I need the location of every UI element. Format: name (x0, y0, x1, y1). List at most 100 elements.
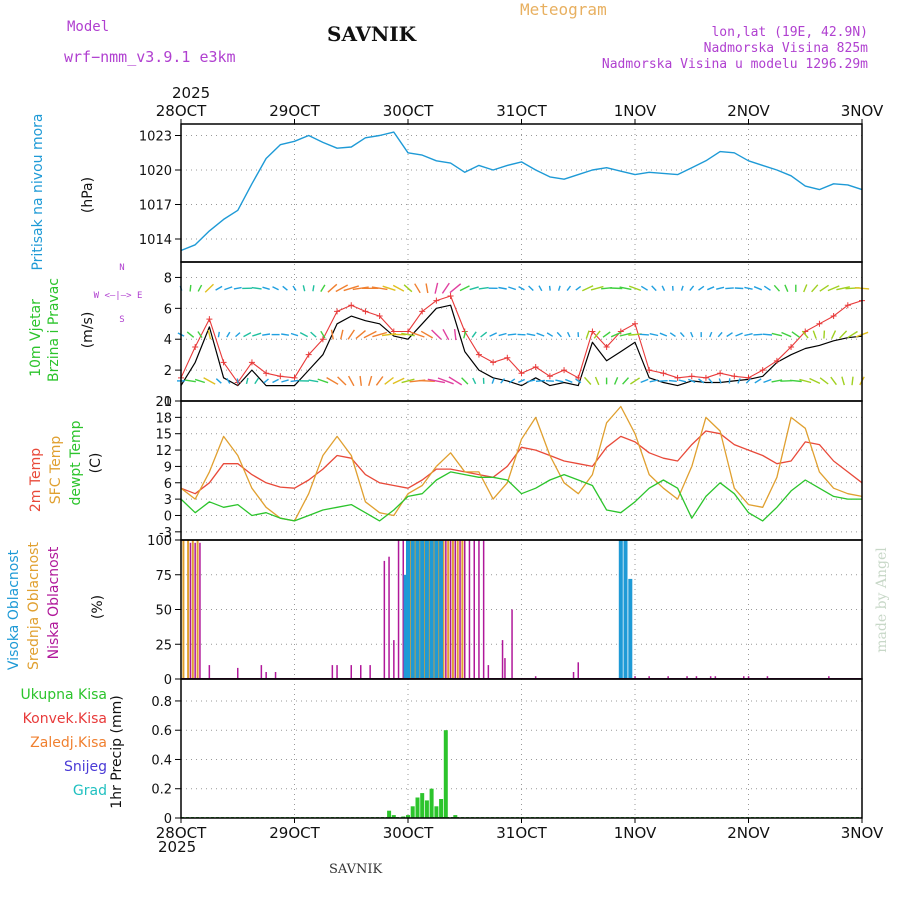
clouds-y-tick-label: 50 (155, 604, 172, 619)
cloud-bar-2 (648, 676, 650, 679)
wind-direction-arrow (217, 331, 220, 338)
wind-direction-arrow (431, 329, 442, 340)
cloud-bar-2 (189, 542, 192, 679)
cloud-bar-1 (187, 540, 190, 679)
wind-direction-arrow (461, 377, 469, 385)
wind-gust-marker (348, 302, 355, 309)
x-tick-label-bottom: 3NOV (841, 824, 884, 842)
wind-direction-arrow (555, 379, 564, 383)
cloud-bar-0 (628, 578, 633, 679)
wind-gust-marker (362, 308, 369, 315)
x-tick-label-bottom: 30OCT (383, 824, 434, 842)
cloud-bar-0 (618, 540, 623, 679)
wind-direction-arrow (235, 332, 241, 338)
model-elevation: Nadmorska Visina u modelu 1296.29m (601, 57, 868, 72)
temp-label-dewpt: dewpt Temp (68, 420, 84, 505)
cloud-bar-1 (191, 540, 194, 679)
temp-label-2m: 2m Temp (28, 448, 44, 512)
temperature-y-tick-label: 21 (155, 395, 172, 410)
wind-direction-arrow (851, 376, 854, 386)
wind-direction-arrow (203, 377, 216, 385)
cloud-bar-2 (445, 540, 447, 679)
wind-direction-arrow (610, 331, 622, 338)
wind-gust-marker (844, 302, 851, 309)
wind-gust-marker (617, 328, 624, 335)
wind-direction-arrow (327, 283, 338, 293)
wind-direction-arrow (326, 376, 339, 385)
cloud-bar-2 (459, 540, 461, 679)
x-tick-label-top: 28OCT (156, 102, 207, 120)
cloud-bar-2 (714, 676, 717, 679)
wind-direction-arrow (437, 377, 454, 385)
cloud-bar-1 (451, 540, 454, 679)
cloud-bar-0 (429, 540, 434, 679)
wind-direction-arrow (536, 332, 545, 337)
wind-gust-marker (319, 336, 326, 343)
wind-direction-arrow (847, 330, 858, 339)
cloud-bar-2 (747, 676, 750, 679)
cloud-bar-1 (196, 540, 199, 679)
wind-direction-arrow (566, 331, 571, 338)
wind-direction-arrow (622, 377, 630, 385)
wind-gust-marker (674, 374, 681, 381)
wind-direction-arrow (582, 285, 594, 292)
wind-gust-marker (788, 343, 795, 350)
wind-direction-arrow (317, 378, 329, 384)
wind-direction-arrow (392, 284, 405, 292)
cloud-bar-2 (473, 540, 475, 679)
wind-gust-marker (575, 374, 582, 381)
wind-direction-arrow (434, 282, 439, 294)
cloud-bar-2 (487, 665, 490, 679)
cloud-bar-2 (828, 676, 830, 679)
wind-direction-arrow (382, 285, 396, 291)
wind-gust-marker (518, 370, 525, 377)
temperature-y-tick-label: 6 (164, 477, 172, 492)
wind-direction-arrow (427, 378, 446, 384)
wind-gust-marker (561, 367, 568, 374)
wind-direction-arrow (803, 284, 808, 293)
wind-direction-arrow (556, 331, 562, 338)
station-elevation: Nadmorska Visina 825m (703, 41, 868, 56)
cloud-unit: (%) (90, 595, 106, 619)
cloud-bar-2 (237, 667, 239, 679)
wind-direction-arrow (707, 286, 715, 291)
pressure-y-tick-label: 1017 (139, 199, 172, 214)
wind-direction-arrow (799, 378, 812, 384)
pressure-y-tick-label: 1023 (139, 130, 172, 145)
wind-direction-arrow (841, 376, 845, 386)
wind-direction-arrow (420, 330, 434, 339)
wind-gust-marker (688, 373, 695, 380)
wind-direction-arrow (602, 331, 611, 338)
wind-gust-marker (745, 374, 752, 381)
wind-direction-arrow (335, 284, 349, 293)
temperature-y-tick-label: -3 (159, 526, 172, 541)
wind-gust-marker (192, 343, 199, 350)
wind-direction-arrow (789, 379, 802, 383)
wind-direction-arrow (282, 285, 288, 291)
wind-direction-arrow (375, 376, 384, 386)
wind-gust-marker (334, 308, 341, 315)
wind-direction-arrow (526, 333, 536, 337)
wind-direction-arrow (491, 378, 495, 384)
wind-direction-arrow (194, 378, 206, 384)
wind-direction-arrow (347, 375, 355, 387)
wind-direction-arrow (478, 286, 489, 290)
x-tick-label-bottom: 29OCT (269, 824, 320, 842)
cloud-bar-2 (504, 658, 506, 679)
wind-direction-arrow (628, 333, 642, 336)
wind-direction-arrow (359, 375, 362, 386)
wind-direction-arrow (251, 286, 262, 290)
wind-direction-arrow (659, 380, 668, 382)
wind-direction-arrow (639, 333, 649, 336)
cloud-bar-2 (260, 665, 263, 679)
cloud-bar-1 (418, 540, 421, 679)
wind-direction-arrow (630, 377, 640, 385)
station-coords: lon,lat (19E, 42.9N) (711, 25, 868, 40)
wind-gust-marker (277, 373, 284, 380)
model-label: Model (67, 19, 110, 35)
cloud-bar-2 (274, 672, 277, 679)
wind-direction-arrow (215, 285, 223, 291)
cloud-bar-1 (456, 540, 459, 679)
wind-direction-arrow (737, 378, 741, 384)
